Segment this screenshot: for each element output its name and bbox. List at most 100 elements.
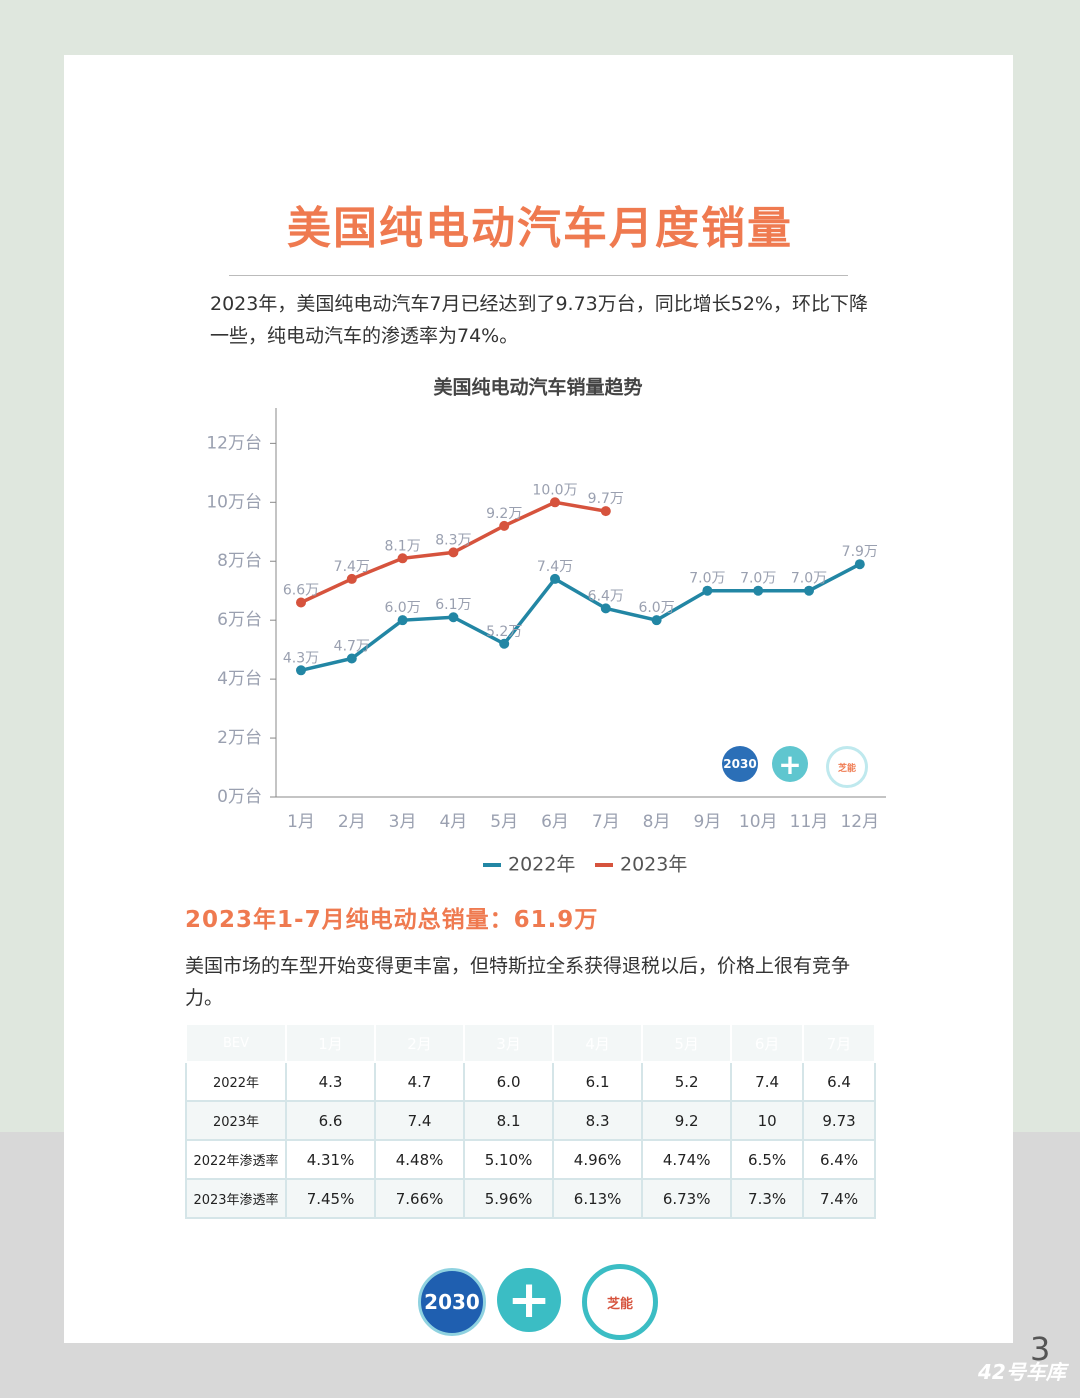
table-cell: 4.96% xyxy=(552,1139,644,1180)
x-tick-label: 3月 xyxy=(389,812,417,832)
x-tick-label: 1月 xyxy=(287,812,315,832)
data-label: 7.9万 xyxy=(842,544,878,560)
table-row: 2022年 4.3 4.7 6.0 6.1 5.2 7.4 6.4 xyxy=(185,1061,876,1102)
plus-icon: + xyxy=(772,746,808,782)
y-tick-label: 10万台 xyxy=(206,492,262,512)
data-label: 6.0万 xyxy=(384,600,420,616)
table-cell: 6月 xyxy=(730,1023,805,1063)
chart-title: 美国纯电动汽车销量趋势 xyxy=(433,376,642,399)
data-point xyxy=(397,615,408,626)
divider xyxy=(229,275,848,276)
table-cell: 7.4 xyxy=(374,1100,466,1141)
x-tick-label: 7月 xyxy=(592,812,620,832)
data-point xyxy=(346,573,357,584)
table-cell: 5.10% xyxy=(463,1139,555,1180)
table-cell: 2022年 xyxy=(185,1061,287,1102)
table-cell: 2023年渗透率 xyxy=(185,1178,287,1219)
data-label: 7.4万 xyxy=(334,559,370,575)
table-row: 2023年渗透率 7.45% 7.66% 5.96% 6.13% 6.73% 7.3% 7.4… xyxy=(185,1178,876,1219)
data-label: 4.7万 xyxy=(334,638,370,654)
data-label: 5.2万 xyxy=(486,624,522,640)
legend-label: 2023年 xyxy=(620,854,687,876)
y-tick-label: 8万台 xyxy=(217,551,262,571)
table-cell: 4.31% xyxy=(284,1139,377,1180)
data-label: 7.4万 xyxy=(537,559,573,575)
logo: 2030 xyxy=(722,746,758,782)
table-cell: 4.7 xyxy=(374,1061,466,1102)
table-row: 2023年 6.6 7.4 8.1 8.3 9.2 10 9.73 xyxy=(185,1100,876,1141)
table-cell: 6.6 xyxy=(284,1100,377,1141)
table-header: BEV 1月 2月 3月 4月 5月 6月 7月 xyxy=(185,1023,876,1063)
data-point xyxy=(550,573,560,584)
chart: 美国纯电动汽车销量趋势 0万台 2万台 4万台 6万台 8万台 10万台 12万台 1月 2月 3… xyxy=(206,376,886,876)
table-cell: 3月 xyxy=(463,1023,555,1063)
logo: 2030 xyxy=(418,1268,486,1336)
data-label: 6.1万 xyxy=(435,597,471,613)
table-cell: 9.73 xyxy=(802,1100,876,1141)
table-cell: 6.13% xyxy=(552,1178,644,1219)
logo: 芝能 xyxy=(826,746,868,788)
x-tick-label: 12月 xyxy=(840,812,879,832)
table-cell: 7.66% xyxy=(374,1178,466,1219)
y-tick-label: 12万台 xyxy=(206,433,262,453)
data-label: 7.0万 xyxy=(740,571,776,587)
x-tick-label: 8月 xyxy=(643,812,671,832)
page-title: 美国纯电动汽车月度销量 xyxy=(287,203,793,254)
data-label: 9.7万 xyxy=(588,491,624,507)
table-cell: 6.4% xyxy=(802,1139,876,1180)
data-table: BEV 1月 2月 3月 4月 5月 6月 7月 2022年 4.3 4.7 6.0 6.1 5.2 7.4… xyxy=(185,1023,876,1219)
table-cell: 4月 xyxy=(552,1023,644,1063)
table-cell: 2022年渗透率 xyxy=(185,1139,287,1180)
section-heading: 2023年1-7月纯电动总销量：61.9万 xyxy=(185,907,599,933)
data-label: 10.0万 xyxy=(532,482,577,498)
table-cell: 4.3 xyxy=(284,1061,377,1102)
x-tick-label: 6月 xyxy=(541,812,569,832)
logo: 芝能 xyxy=(582,1264,658,1340)
data-point xyxy=(448,612,459,623)
x-tick-label: 4月 xyxy=(439,812,467,832)
table-cell: 6.73% xyxy=(641,1178,733,1219)
intro-text: 2023年，美国纯电动汽车7月已经达到了9.73万台，同比增长52%，环比下降一… xyxy=(210,293,868,347)
y-tick-label: 0万台 xyxy=(217,787,262,807)
data-label: 6.4万 xyxy=(588,588,624,604)
data-label: 8.3万 xyxy=(435,532,471,548)
y-tick-label: 2万台 xyxy=(217,728,262,748)
data-label: 6.0万 xyxy=(638,600,674,616)
table-cell: 2023年 xyxy=(185,1100,287,1141)
x-tick-label: 5月 xyxy=(490,812,518,832)
data-label: 4.3万 xyxy=(283,650,319,666)
y-tick-label: 4万台 xyxy=(217,669,262,689)
table-cell: 5.96% xyxy=(463,1178,555,1219)
table-cell: 4.74% xyxy=(641,1139,733,1180)
data-point xyxy=(550,497,560,508)
data-point xyxy=(600,603,611,614)
data-point xyxy=(651,615,662,626)
x-tick-label: 10月 xyxy=(739,812,778,832)
table-cell: 6.0 xyxy=(463,1061,555,1102)
data-point xyxy=(296,597,306,608)
x-tick-label: 9月 xyxy=(693,812,721,832)
table-cell: 9.2 xyxy=(641,1100,733,1141)
table-cell: 7月 xyxy=(802,1023,876,1063)
table-cell: 1月 xyxy=(284,1023,377,1063)
plus-icon: + xyxy=(497,1268,561,1332)
data-point xyxy=(296,665,306,676)
data-point xyxy=(499,520,510,531)
table-row: 2022年渗透率 4.31% 4.48% 5.10% 4.96% 4.74% 6.5% 6.4… xyxy=(185,1139,876,1180)
table-cell: 10 xyxy=(730,1100,805,1141)
x-tick-label: 2月 xyxy=(338,812,366,832)
data-point xyxy=(753,585,764,596)
data-point xyxy=(600,506,611,517)
table-cell: 8.3 xyxy=(552,1100,644,1141)
data-point xyxy=(397,553,408,564)
table-cell: BEV xyxy=(185,1023,287,1063)
section-text: 美国市场的车型开始变得更丰富，但特斯拉全系获得退税以后，价格上很有竞争力。 xyxy=(185,955,851,1009)
table-cell: 7.4% xyxy=(802,1178,876,1219)
watermark: 42号车库 xyxy=(978,1360,1066,1384)
table-cell: 5月 xyxy=(641,1023,733,1063)
table-cell: 7.4 xyxy=(730,1061,805,1102)
table-cell: 4.48% xyxy=(374,1139,466,1180)
table-cell: 2月 xyxy=(374,1023,466,1063)
table-cell: 7.3% xyxy=(730,1178,805,1219)
